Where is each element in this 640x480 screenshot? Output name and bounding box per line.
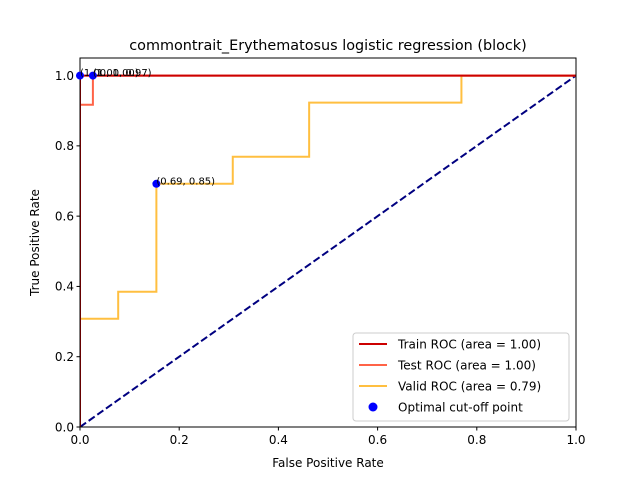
legend-label-optimal: Optimal cut-off point (398, 400, 523, 414)
x-tick-label: 0.0 (70, 433, 89, 447)
legend-label-valid: Valid ROC (area = 0.79) (398, 379, 541, 393)
y-tick-label: 0.8 (55, 139, 74, 153)
chart-title: commontrait_Erythematosus logistic regre… (129, 38, 527, 54)
optimal-point-label-1: (1.00, 1.00) (80, 68, 139, 79)
diagonal-reference-line (80, 74, 576, 427)
x-tick-label: 1.0 (566, 433, 585, 447)
y-axis: 0.0 0.2 0.4 0.6 0.8 1.0 (55, 69, 80, 434)
x-tick-label: 0.6 (368, 433, 387, 447)
optimal-point-label-3: (0.69, 0.85) (156, 176, 215, 187)
legend-label-train: Train ROC (area = 1.00) (397, 337, 541, 351)
legend-swatch-optimal (368, 402, 378, 412)
plot-frame (79, 57, 577, 428)
roc-line-train (80, 74, 576, 427)
optimal-point-2 (88, 71, 97, 80)
legend: Train ROC (area = 1.00) Test ROC (area = … (352, 332, 570, 422)
legend-label-test: Test ROC (area = 1.00) (397, 358, 536, 372)
y-tick-label: 0.4 (55, 280, 74, 294)
legend-box (352, 332, 570, 422)
y-tick-label: 0.6 (55, 209, 74, 223)
y-tick-label: 1.0 (55, 69, 74, 83)
x-tick-label: 0.8 (467, 433, 486, 447)
x-axis: 0.0 0.2 0.4 0.6 0.8 1.0 (70, 427, 586, 447)
x-tick-label: 0.4 (269, 433, 288, 447)
x-tick-label: 0.2 (170, 433, 189, 447)
y-axis-label: True Positive Rate (28, 189, 42, 297)
y-tick-label: 0.0 (55, 420, 74, 434)
y-tick-label: 0.2 (55, 350, 74, 364)
roc-line-valid (80, 74, 576, 427)
optimal-point-label-2: (1.00, 0.97) (93, 68, 152, 79)
optimal-point-1 (76, 71, 84, 80)
x-axis-label: False Positive Rate (272, 456, 384, 470)
optimal-point-3 (152, 179, 161, 188)
